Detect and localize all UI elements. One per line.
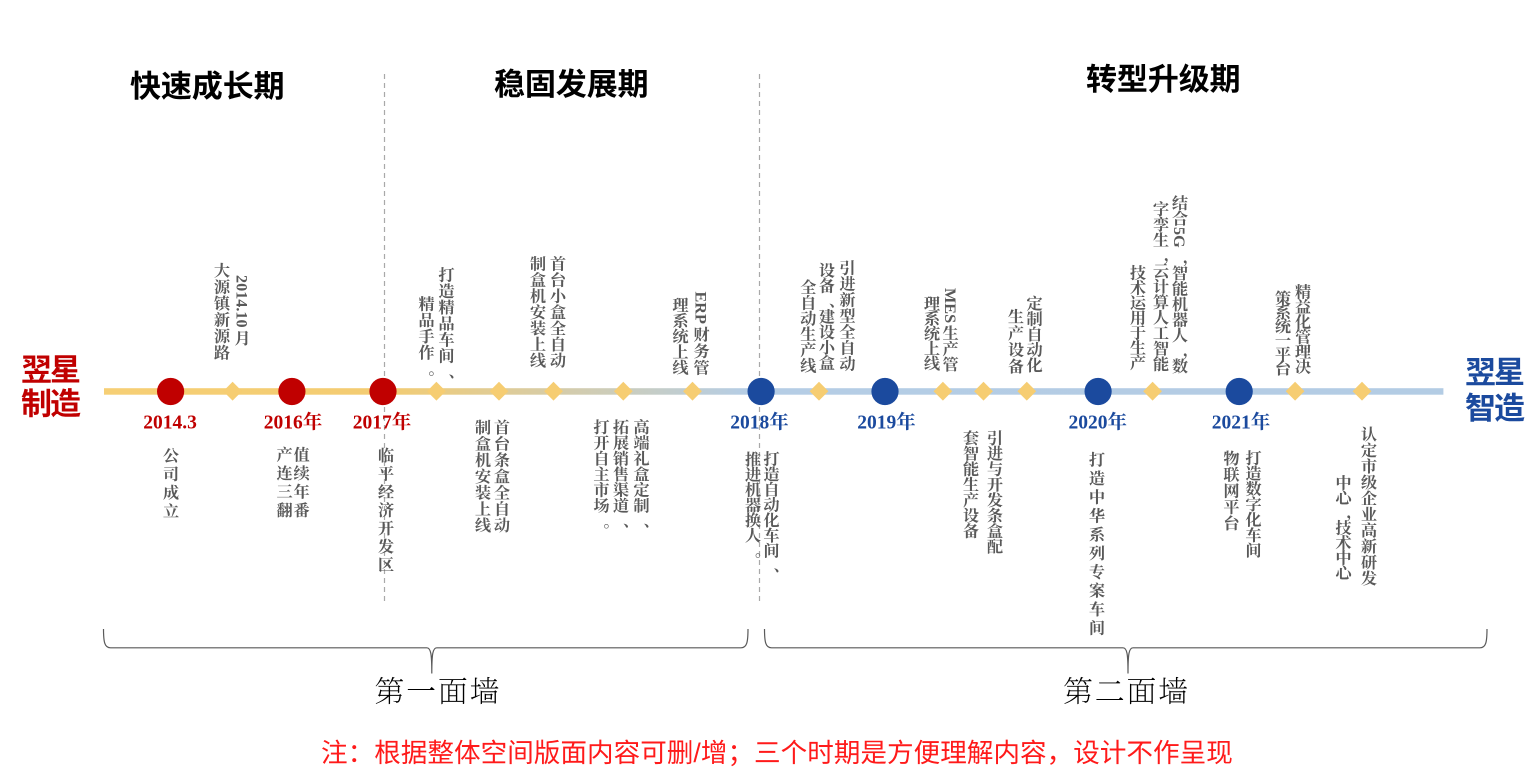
- svg-text:2019: 2019: [857, 413, 896, 434]
- svg-text:2021: 2021: [1212, 413, 1251, 434]
- svg-text:2014.3: 2014.3: [143, 413, 197, 434]
- svg-text:2020: 2020: [1069, 413, 1108, 434]
- svg-text:MES: MES: [941, 288, 959, 323]
- svg-text:/: /: [693, 738, 701, 768]
- svg-text:2018: 2018: [730, 413, 769, 434]
- svg-text:2014.10: 2014.10: [233, 275, 251, 328]
- svg-text:5G: 5G: [1170, 227, 1188, 248]
- svg-text:2016: 2016: [264, 413, 303, 434]
- svg-text:2017: 2017: [353, 413, 392, 434]
- svg-text:ERP: ERP: [692, 292, 710, 324]
